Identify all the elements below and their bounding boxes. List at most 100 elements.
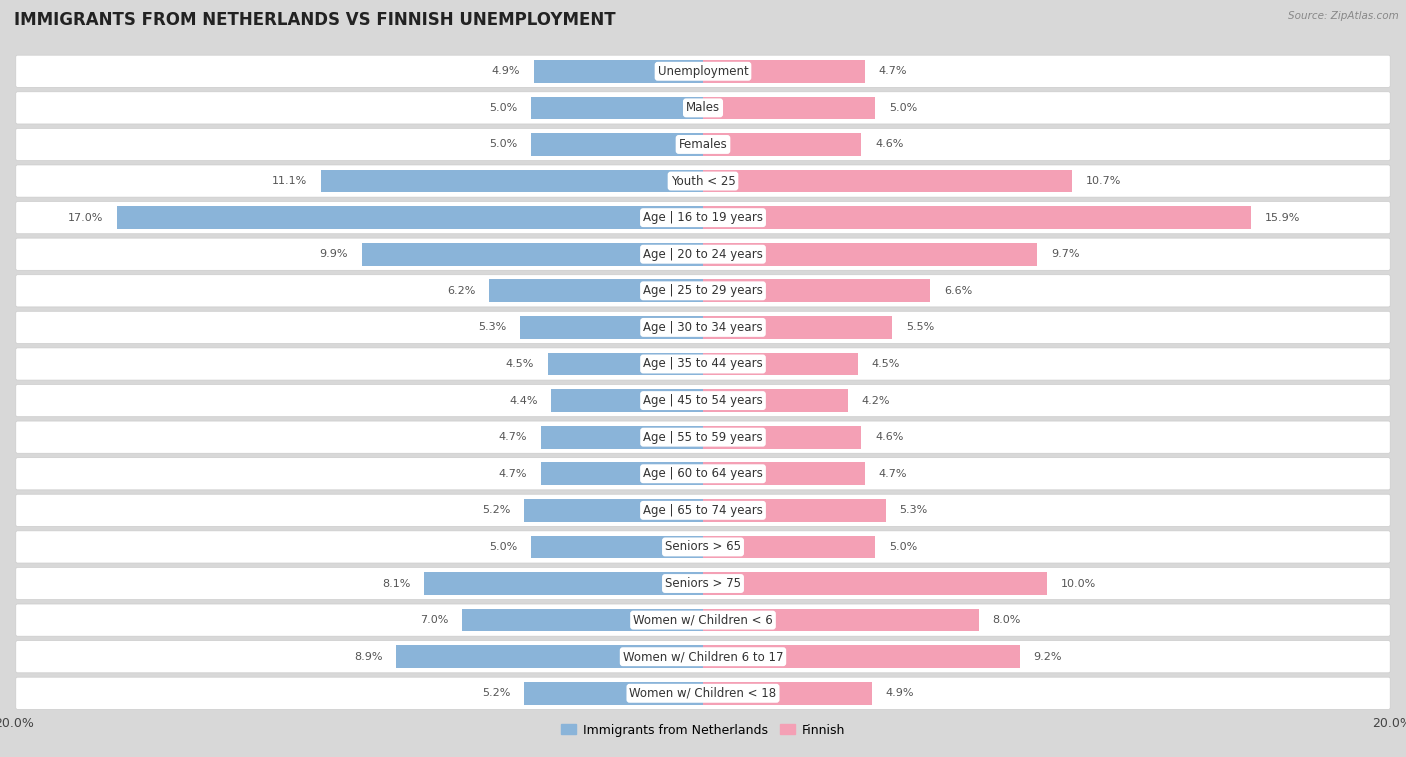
Text: 4.7%: 4.7% xyxy=(499,432,527,442)
Text: 8.9%: 8.9% xyxy=(354,652,382,662)
Text: IMMIGRANTS FROM NETHERLANDS VS FINNISH UNEMPLOYMENT: IMMIGRANTS FROM NETHERLANDS VS FINNISH U… xyxy=(14,11,616,30)
FancyBboxPatch shape xyxy=(15,678,1391,709)
FancyBboxPatch shape xyxy=(15,275,1391,307)
Text: Females: Females xyxy=(679,138,727,151)
Bar xyxy=(531,133,703,156)
Bar xyxy=(703,97,875,119)
Text: Age | 35 to 44 years: Age | 35 to 44 years xyxy=(643,357,763,370)
Text: Age | 60 to 64 years: Age | 60 to 64 years xyxy=(643,467,763,480)
Text: Women w/ Children < 6: Women w/ Children < 6 xyxy=(633,614,773,627)
FancyBboxPatch shape xyxy=(15,604,1391,636)
Text: 7.0%: 7.0% xyxy=(420,615,449,625)
FancyBboxPatch shape xyxy=(15,201,1391,234)
Text: 5.0%: 5.0% xyxy=(889,103,917,113)
Bar xyxy=(361,243,703,266)
Text: 4.6%: 4.6% xyxy=(875,432,904,442)
Text: 8.0%: 8.0% xyxy=(993,615,1021,625)
Text: Source: ZipAtlas.com: Source: ZipAtlas.com xyxy=(1288,11,1399,21)
Bar xyxy=(425,572,703,595)
Bar xyxy=(531,97,703,119)
Bar xyxy=(703,207,1251,229)
Text: 9.2%: 9.2% xyxy=(1033,652,1062,662)
Bar xyxy=(321,170,703,192)
Text: Age | 65 to 74 years: Age | 65 to 74 years xyxy=(643,504,763,517)
Text: 4.4%: 4.4% xyxy=(509,396,537,406)
Bar xyxy=(703,536,875,558)
Text: 9.7%: 9.7% xyxy=(1050,249,1080,259)
Text: 17.0%: 17.0% xyxy=(69,213,104,223)
Text: 10.0%: 10.0% xyxy=(1062,578,1097,588)
FancyBboxPatch shape xyxy=(15,348,1391,380)
Bar xyxy=(541,426,703,448)
Bar xyxy=(461,609,703,631)
Bar xyxy=(541,463,703,485)
Text: 5.5%: 5.5% xyxy=(907,322,935,332)
Text: 6.2%: 6.2% xyxy=(447,286,475,296)
Text: Women w/ Children 6 to 17: Women w/ Children 6 to 17 xyxy=(623,650,783,663)
FancyBboxPatch shape xyxy=(15,458,1391,490)
Bar xyxy=(703,389,848,412)
Bar xyxy=(703,133,862,156)
Bar xyxy=(703,609,979,631)
Bar xyxy=(703,170,1071,192)
Text: 4.6%: 4.6% xyxy=(875,139,904,149)
Text: Seniors > 65: Seniors > 65 xyxy=(665,540,741,553)
Bar xyxy=(524,499,703,522)
FancyBboxPatch shape xyxy=(15,568,1391,600)
Text: 5.0%: 5.0% xyxy=(889,542,917,552)
Text: Unemployment: Unemployment xyxy=(658,65,748,78)
Bar xyxy=(703,572,1047,595)
Text: 5.0%: 5.0% xyxy=(489,542,517,552)
FancyBboxPatch shape xyxy=(15,640,1391,673)
Bar xyxy=(548,353,703,375)
Text: Age | 25 to 29 years: Age | 25 to 29 years xyxy=(643,285,763,298)
Text: 5.2%: 5.2% xyxy=(482,688,510,698)
Text: 4.5%: 4.5% xyxy=(506,359,534,369)
FancyBboxPatch shape xyxy=(15,311,1391,344)
Text: 11.1%: 11.1% xyxy=(271,176,307,186)
Text: Males: Males xyxy=(686,101,720,114)
Text: Youth < 25: Youth < 25 xyxy=(671,175,735,188)
Text: Women w/ Children < 18: Women w/ Children < 18 xyxy=(630,687,776,699)
FancyBboxPatch shape xyxy=(15,385,1391,416)
Text: 4.7%: 4.7% xyxy=(879,469,907,478)
Bar xyxy=(703,499,886,522)
Bar xyxy=(703,682,872,705)
Text: 10.7%: 10.7% xyxy=(1085,176,1121,186)
Bar xyxy=(703,279,931,302)
FancyBboxPatch shape xyxy=(15,494,1391,526)
Bar xyxy=(117,207,703,229)
Bar xyxy=(489,279,703,302)
Text: Seniors > 75: Seniors > 75 xyxy=(665,577,741,590)
Text: 4.5%: 4.5% xyxy=(872,359,900,369)
FancyBboxPatch shape xyxy=(15,421,1391,453)
Text: 5.3%: 5.3% xyxy=(900,506,928,516)
Bar xyxy=(703,316,893,338)
Text: Age | 30 to 34 years: Age | 30 to 34 years xyxy=(643,321,763,334)
Text: 4.9%: 4.9% xyxy=(492,67,520,76)
Text: 6.6%: 6.6% xyxy=(945,286,973,296)
FancyBboxPatch shape xyxy=(15,165,1391,197)
Bar xyxy=(703,463,865,485)
Text: 5.0%: 5.0% xyxy=(489,103,517,113)
Text: Age | 45 to 54 years: Age | 45 to 54 years xyxy=(643,394,763,407)
Text: 9.9%: 9.9% xyxy=(319,249,349,259)
Bar xyxy=(396,646,703,668)
Text: 5.3%: 5.3% xyxy=(478,322,506,332)
Text: 5.0%: 5.0% xyxy=(489,139,517,149)
Text: 4.9%: 4.9% xyxy=(886,688,914,698)
FancyBboxPatch shape xyxy=(15,531,1391,563)
Text: 4.2%: 4.2% xyxy=(862,396,890,406)
Text: 8.1%: 8.1% xyxy=(382,578,411,588)
Bar xyxy=(703,353,858,375)
FancyBboxPatch shape xyxy=(15,238,1391,270)
Bar xyxy=(520,316,703,338)
FancyBboxPatch shape xyxy=(15,92,1391,124)
Bar xyxy=(551,389,703,412)
Bar xyxy=(703,646,1019,668)
Text: Age | 16 to 19 years: Age | 16 to 19 years xyxy=(643,211,763,224)
Bar xyxy=(531,536,703,558)
Bar xyxy=(703,243,1038,266)
Bar xyxy=(524,682,703,705)
FancyBboxPatch shape xyxy=(15,129,1391,160)
